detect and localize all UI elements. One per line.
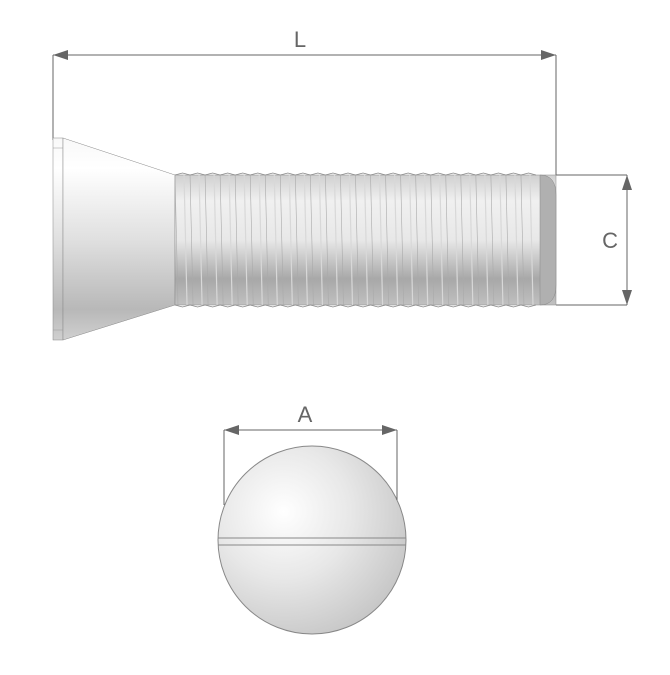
screw-side-view bbox=[53, 138, 556, 340]
screw-top-view bbox=[218, 446, 406, 634]
screw-end bbox=[540, 175, 556, 305]
dimension-L-arrow-right bbox=[541, 50, 556, 60]
dimension-C-arrow-top bbox=[622, 175, 632, 190]
screw-head-flat bbox=[53, 138, 63, 340]
dimension-L: L bbox=[53, 27, 556, 175]
diagram-svg: L C bbox=[0, 0, 670, 670]
screw-head-circle bbox=[218, 446, 406, 634]
dimension-L-label: L bbox=[294, 27, 306, 52]
dimension-C-arrow-bottom bbox=[622, 290, 632, 305]
dimension-A-label: A bbox=[298, 402, 313, 427]
screw-head-taper bbox=[63, 138, 175, 340]
dimension-A-arrow-right bbox=[382, 425, 397, 435]
dimension-C-label: C bbox=[602, 228, 618, 253]
dimension-C: C bbox=[556, 175, 632, 305]
dimension-L-arrow-left bbox=[53, 50, 68, 60]
dimension-A-arrow-left bbox=[224, 425, 239, 435]
technical-diagram: L C bbox=[0, 0, 670, 670]
